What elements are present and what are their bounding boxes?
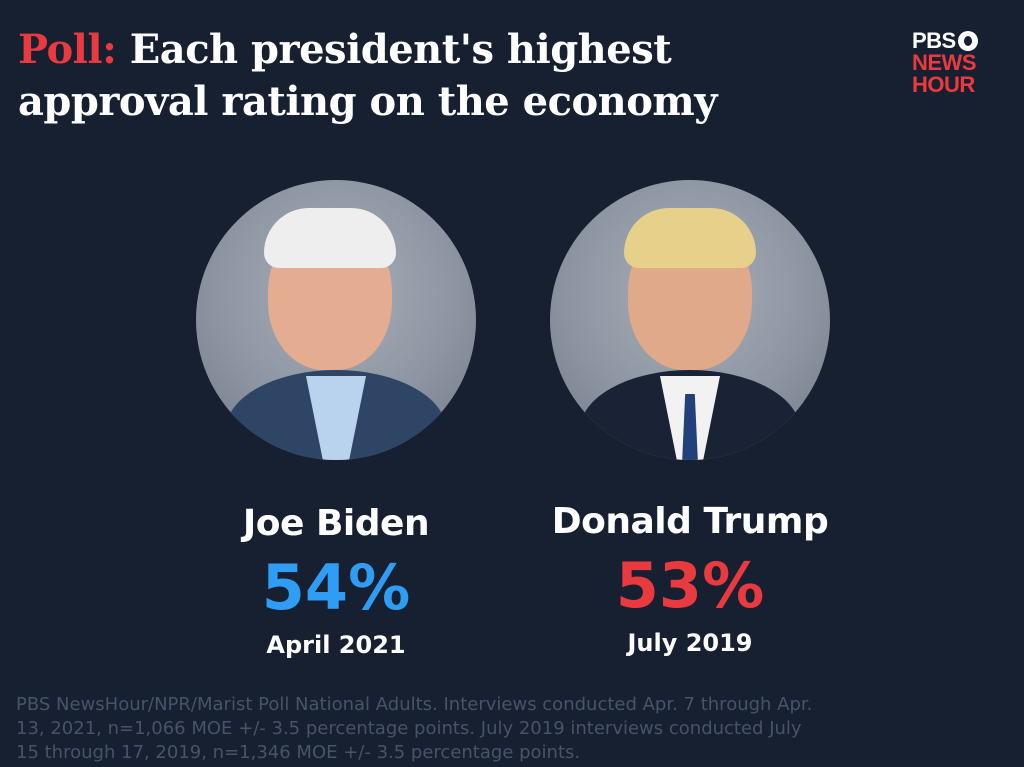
- pbs-head-icon: [957, 31, 978, 51]
- logo-line-3: HOUR: [912, 72, 975, 97]
- headline-lead: Poll:: [18, 26, 117, 73]
- approval-rating: 53%: [615, 549, 765, 622]
- president-card-trump: Donald Trump 53% July 2019: [540, 180, 840, 658]
- rating-date: July 2019: [627, 629, 753, 657]
- president-name: Donald Trump: [551, 501, 829, 542]
- headline: Poll: Each president's highest approval …: [18, 24, 838, 128]
- trump-portrait: [550, 180, 830, 460]
- president-name: Joe Biden: [242, 503, 430, 544]
- biden-portrait: [196, 180, 476, 460]
- president-card-biden: Joe Biden 54% April 2021: [186, 180, 486, 660]
- logo-line-2: NEWS: [912, 50, 977, 75]
- approval-rating: 54%: [261, 551, 411, 624]
- rating-date: April 2021: [266, 631, 406, 659]
- headline-text: Each president's highest approval rating…: [18, 26, 717, 125]
- source-footnote: PBS NewsHour/NPR/Marist Poll National Ad…: [16, 694, 813, 763]
- logo-line-1: PBS: [912, 28, 956, 53]
- pbs-newshour-logo: PBS NEWS HOUR: [912, 30, 1002, 96]
